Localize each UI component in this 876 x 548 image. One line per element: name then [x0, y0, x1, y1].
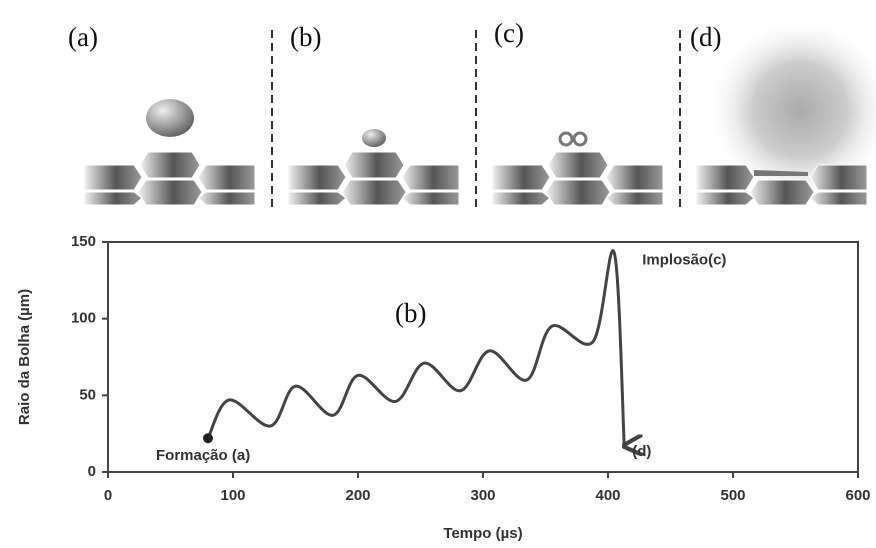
y-tick-label: 0: [88, 463, 96, 480]
x-tick-label: 200: [345, 487, 370, 504]
start-point: [203, 433, 213, 444]
annotation: Implosão(c): [642, 252, 726, 269]
x-tick-label: 300: [470, 487, 495, 504]
y-tick-label: 50: [79, 386, 96, 403]
x-tick-label: 500: [720, 487, 745, 504]
annotation: (d): [632, 443, 651, 460]
x-tick-label: 100: [220, 487, 245, 504]
data-line: [206, 249, 624, 446]
annotation: Formação (a): [156, 447, 250, 464]
y-tick-label: 100: [71, 310, 96, 327]
x-tick-label: 0: [104, 487, 112, 504]
x-tick-label: 400: [595, 487, 620, 504]
x-tick-label: 600: [845, 487, 870, 504]
illustration: [83, 15, 876, 210]
panel-label: (a): [68, 22, 98, 52]
panel-label: (d): [690, 22, 721, 52]
panel-label: (c): [494, 18, 524, 48]
y-axis-label: Raio da Bolha (µm): [16, 289, 33, 425]
x-axis-label: Tempo (µs): [443, 525, 522, 542]
y-tick-label: 150: [71, 233, 96, 250]
annotation: (b): [395, 298, 426, 328]
panel-label: (b): [290, 22, 321, 52]
